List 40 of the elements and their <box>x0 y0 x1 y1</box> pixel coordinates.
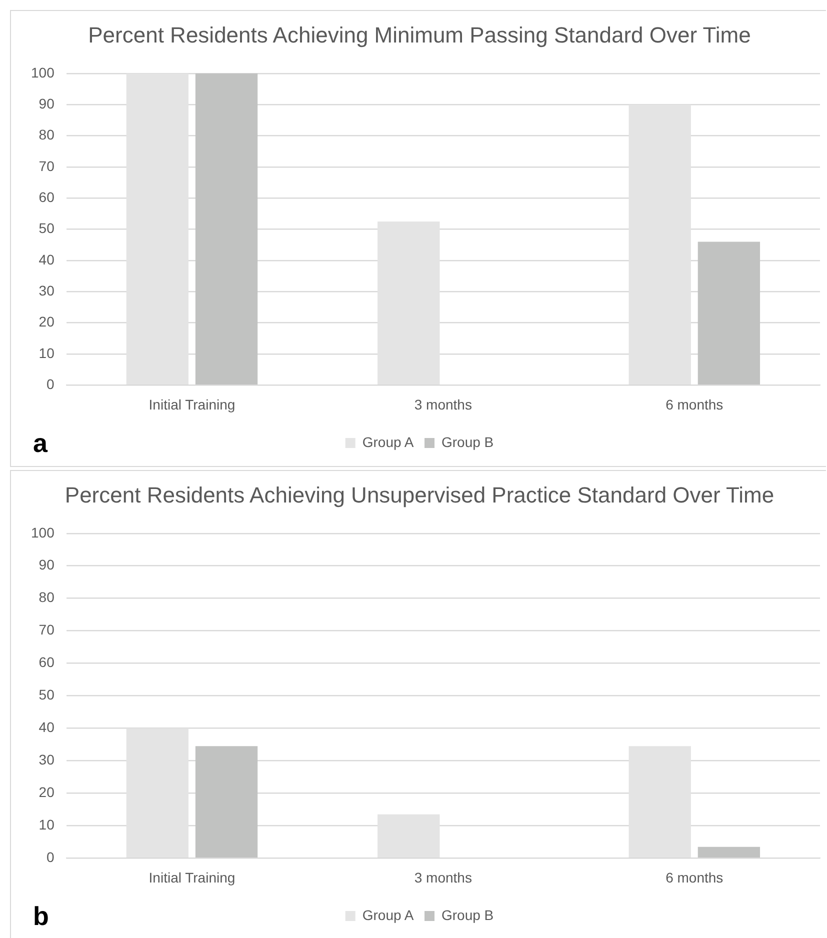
y-tick-label: 20 <box>38 314 55 330</box>
chart-title: Percent Residents Achieving Unsupervised Practice Standard Over Time <box>64 482 774 508</box>
y-tick-label: 20 <box>38 784 55 800</box>
y-tick-label: 0 <box>46 376 55 392</box>
x-tick-label: 3 months <box>414 396 472 412</box>
y-tick-label: 90 <box>38 556 55 573</box>
x-tick-label: 3 months <box>414 869 472 886</box>
y-tick-label: 30 <box>38 282 55 299</box>
text: b <box>33 901 49 932</box>
y-tick-label: 70 <box>38 158 55 174</box>
y-tick-label: 80 <box>38 126 55 143</box>
x-tick-label: 6 months <box>666 396 724 412</box>
y-tick-label: 50 <box>38 220 55 236</box>
legend-label: Group B <box>442 434 494 450</box>
legend-label: Group B <box>442 906 494 923</box>
bar <box>698 846 760 858</box>
y-tick-label: 40 <box>38 251 55 268</box>
y-tick-label: 50 <box>38 686 55 703</box>
x-tick-label: Initial Training <box>148 396 236 412</box>
x-tick-label: Initial Training <box>148 869 236 886</box>
y-tick-label: 0 <box>46 849 55 866</box>
bar <box>195 746 258 858</box>
y-tick-label: 100 <box>31 64 55 80</box>
y-tick-label: 10 <box>38 816 55 833</box>
legend-label: Group A <box>362 434 414 450</box>
bar <box>698 242 760 385</box>
y-tick-label: 60 <box>38 654 55 670</box>
y-tick-label: 10 <box>38 344 55 361</box>
y-tick-label: 40 <box>38 719 55 736</box>
y-tick-label: 30 <box>38 752 55 768</box>
text: a <box>33 428 48 458</box>
y-tick-label: 100 <box>31 524 55 540</box>
y-tick-label: 80 <box>38 589 55 606</box>
y-tick-label: 60 <box>38 188 55 205</box>
bar <box>195 73 258 385</box>
chart-title: Percent Residents Achieving Minimum Passing Standard Over Time <box>88 22 751 48</box>
y-tick-label: 90 <box>38 95 55 112</box>
y-tick-label: 70 <box>38 622 55 638</box>
x-tick-label: 6 months <box>666 869 724 886</box>
legend-label: Group A <box>362 906 414 923</box>
